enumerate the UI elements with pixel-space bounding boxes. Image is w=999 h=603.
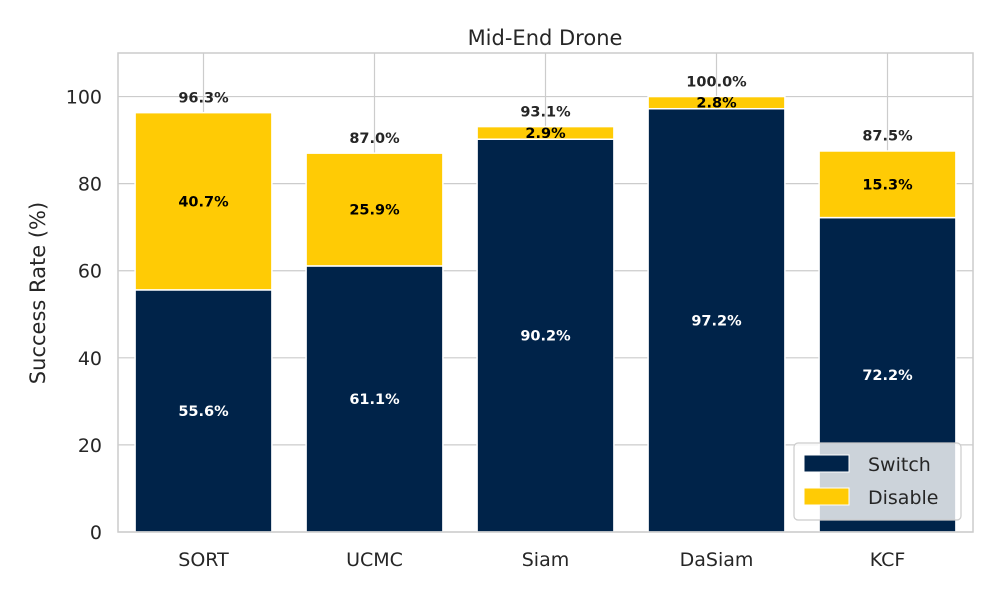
- x-tick-label-kcf: KCF: [870, 549, 906, 571]
- bar-switch-siam: [476, 138, 615, 533]
- x-tick-label-dasiam: DaSiam: [680, 549, 754, 571]
- label-disable-kcf: 15.3%: [862, 177, 913, 193]
- bar-disable-kcf: [818, 150, 957, 219]
- legend-label-disable: Disable: [868, 487, 938, 509]
- label-total-ucmc: 87.0%: [349, 131, 400, 147]
- legend-swatch-disable: [803, 487, 850, 506]
- labels-layer: 55.6% 40.7% 96.3% 61.1% 25.9% 87.0% 90.2% 2.9% 9…: [178, 74, 913, 420]
- label-disable-dasiam: 2.8%: [696, 96, 737, 112]
- x-tick-label-sort: SORT: [178, 549, 229, 571]
- chart-title: Mid-End Drone: [468, 26, 623, 50]
- x-tick-label-ucmc: UCMC: [346, 549, 403, 571]
- bar-switch-sort: [134, 289, 273, 533]
- ticks-layer: SORT UCMC Siam DaSiam KCF 0 20 40 60 80 100: [66, 52, 974, 571]
- label-total-dasiam: 100.0%: [686, 74, 747, 90]
- label-total-kcf: 87.5%: [862, 129, 913, 145]
- label-switch-ucmc: 61.1%: [349, 392, 400, 408]
- x-tick-label-siam: Siam: [522, 549, 570, 571]
- bar-switch-dasiam: [647, 107, 786, 533]
- bar-disable-siam: [476, 125, 615, 140]
- y-tick-label: 20: [78, 435, 102, 457]
- y-tick-label: 40: [78, 348, 102, 370]
- plot-frame: [117, 52, 974, 533]
- label-disable-siam: 2.9%: [525, 126, 566, 142]
- legend-swatch-switch: [803, 454, 850, 473]
- legend: Switch Disable: [793, 442, 962, 521]
- bar-disable-ucmc: [305, 152, 444, 267]
- label-disable-sort: 40.7%: [178, 194, 229, 210]
- bar-disable-dasiam: [647, 95, 786, 110]
- label-switch-sort: 55.6%: [178, 404, 229, 420]
- bar-switch-ucmc: [305, 265, 444, 533]
- bar-disable-sort: [134, 111, 273, 291]
- y-axis-title: Success Rate (%): [26, 202, 50, 384]
- label-disable-ucmc: 25.9%: [349, 203, 400, 219]
- label-total-siam: 93.1%: [520, 104, 571, 120]
- y-tick-label: 80: [78, 174, 102, 196]
- label-switch-siam: 90.2%: [520, 329, 571, 345]
- y-tick-label: 100: [66, 87, 102, 109]
- legend-label-switch: Switch: [868, 454, 931, 476]
- y-tick-label: 0: [90, 522, 102, 544]
- label-switch-kcf: 72.2%: [862, 368, 913, 384]
- label-total-sort: 96.3%: [178, 90, 229, 106]
- label-switch-dasiam: 97.2%: [691, 313, 742, 329]
- y-tick-label: 60: [78, 261, 102, 283]
